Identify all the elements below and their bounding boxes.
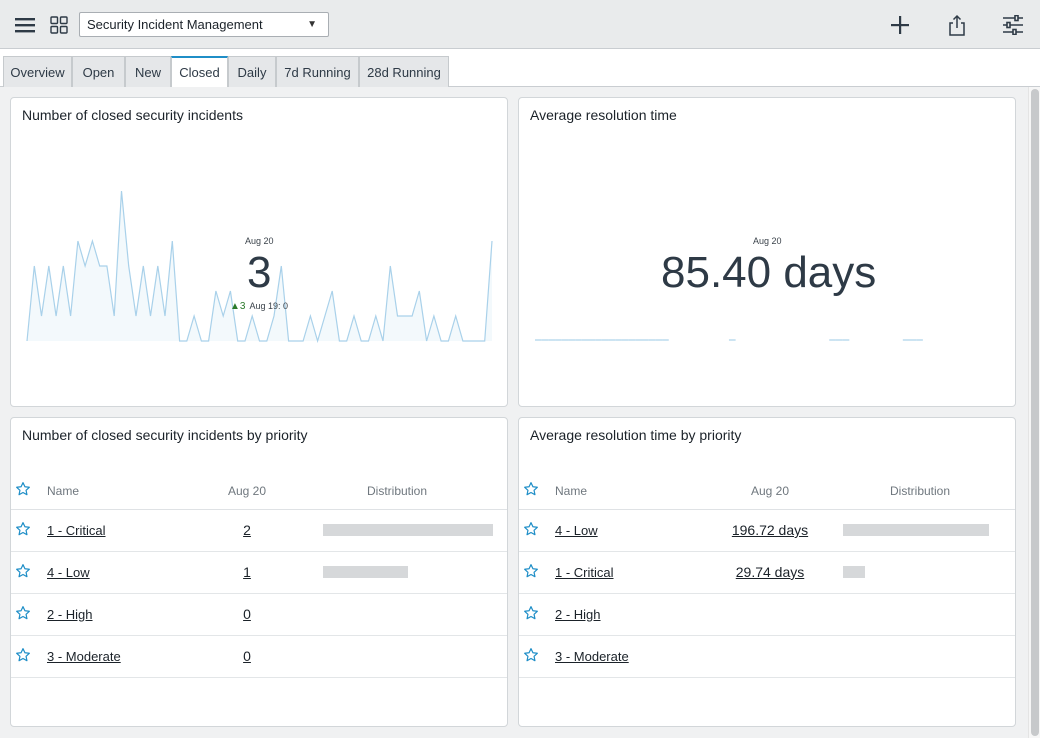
widget-title: Average resolution time [530,107,677,123]
favorite-header[interactable] [519,473,555,510]
priority-link[interactable]: 4 - Low [555,522,598,538]
tab-new[interactable]: New [125,56,171,87]
list-item: 3 - Moderate 0 [11,635,507,678]
star-icon [524,605,538,619]
favorite-toggle[interactable] [11,509,47,552]
list-item: 2 - High [519,593,1015,636]
resolution-by-priority-widget: Average resolution time by priority Name… [518,417,1016,727]
score-date: Aug 20 [245,236,274,246]
top-bar: Security Incident Management ▼ [0,0,1040,49]
priority-list: Name Aug 20 Distribution 4 - Low 196.72 days… [519,473,1015,678]
star-icon [524,521,538,535]
priority-value-link[interactable]: 1 [243,564,251,580]
filter-sliders-icon[interactable] [1001,14,1025,36]
plus-icon[interactable] [889,14,911,36]
closed-by-priority-widget: Number of closed security incidents by p… [10,417,508,727]
dashboard-content: Number of closed security incidents Aug … [0,87,1028,738]
star-icon [16,521,30,535]
tab-overview[interactable]: Overview [3,56,72,87]
grid-icon[interactable] [49,15,69,35]
favorite-toggle[interactable] [519,551,555,594]
favorite-toggle[interactable] [11,635,47,678]
distribution-bar[interactable] [843,524,989,536]
star-icon [16,647,30,661]
favorite-toggle[interactable] [11,593,47,636]
column-header-distribution[interactable]: Distribution [287,473,507,510]
star-icon [16,563,30,577]
priority-list: Name Aug 20 Distribution 1 - Critical 2 4 - L… [11,473,507,678]
favorite-header[interactable] [11,473,47,510]
column-header-name[interactable]: Name [555,473,715,510]
priority-link[interactable]: 1 - Critical [47,522,106,538]
tab-bar: Overview Open New Closed Daily 7d Runnin… [0,49,1040,88]
dashboard-select-value: Security Incident Management [87,17,263,32]
star-icon [16,605,30,619]
list-item: 3 - Moderate [519,635,1015,678]
column-header-name[interactable]: Name [47,473,207,510]
star-icon [524,563,538,577]
avg-resolution-widget: Average resolution time Aug 20 85.40 day… [518,97,1016,407]
tab-7d-running[interactable]: 7d Running [276,56,359,87]
sparkline-area [27,191,492,341]
list-item: 4 - Low 1 [11,551,507,594]
favorite-toggle[interactable] [519,635,555,678]
chevron-down-icon: ▼ [307,19,317,30]
priority-link[interactable]: 2 - High [47,606,93,622]
star-icon [524,482,538,496]
closed-count-widget: Number of closed security incidents Aug … [10,97,508,407]
distribution-bar[interactable] [323,566,408,578]
favorite-toggle[interactable] [519,509,555,552]
list-item: 2 - High 0 [11,593,507,636]
star-icon [16,482,30,496]
favorite-toggle[interactable] [11,551,47,594]
dashboard-select[interactable]: Security Incident Management ▼ [79,12,329,37]
score-value[interactable]: 85.40 days [661,248,877,297]
widget-title: Number of closed security incidents by p… [22,427,308,443]
priority-value-link[interactable]: 196.72 days [731,522,809,538]
menu-icon[interactable] [14,15,36,35]
priority-link[interactable]: 3 - Moderate [47,648,121,664]
tab-open[interactable]: Open [72,56,125,87]
share-icon[interactable] [946,13,968,37]
priority-value-link[interactable]: 2 [243,522,251,538]
list-item: 1 - Critical 29.74 days [519,551,1015,594]
priority-value-link[interactable]: 29.74 days [735,564,805,580]
list-item: 1 - Critical 2 [11,509,507,552]
closed-trend-sparkline [26,190,493,344]
star-icon [524,647,538,661]
score-trend: ▲3 Aug 19: 0 [230,301,288,312]
priority-link[interactable]: 4 - Low [47,564,90,580]
tab-28d-running[interactable]: 28d Running [359,56,449,87]
distribution-bar[interactable] [323,524,493,536]
vertical-scrollbar[interactable] [1028,87,1040,738]
tab-closed[interactable]: Closed [171,56,228,88]
score-date: Aug 20 [753,236,782,246]
priority-link[interactable]: 1 - Critical [555,564,614,580]
list-header-row: Name Aug 20 Distribution [11,473,507,510]
priority-value-link[interactable]: 0 [243,606,251,622]
list-header-row: Name Aug 20 Distribution [519,473,1015,510]
sparkline-line [26,190,493,344]
column-header-date[interactable]: Aug 20 [715,473,825,510]
widget-title: Average resolution time by priority [530,427,742,443]
distribution-bar[interactable] [843,566,865,578]
priority-value-link[interactable]: 0 [243,648,251,664]
column-header-date[interactable]: Aug 20 [207,473,287,510]
trend-previous: Aug 19: 0 [249,301,288,311]
scrollbar-thumb[interactable] [1031,89,1039,736]
priority-link[interactable]: 3 - Moderate [555,648,629,664]
tab-daily[interactable]: Daily [228,56,276,87]
column-header-distribution[interactable]: Distribution [825,473,1015,510]
resolution-trend-sparkline [535,339,923,341]
favorite-toggle[interactable] [519,593,555,636]
trend-up-icon: ▲ [230,301,240,312]
widget-title: Number of closed security incidents [22,107,243,123]
trend-change: 3 [239,301,246,312]
priority-link[interactable]: 2 - High [555,606,601,622]
list-item: 4 - Low 196.72 days [519,509,1015,552]
score-value[interactable]: 3 [247,248,272,297]
